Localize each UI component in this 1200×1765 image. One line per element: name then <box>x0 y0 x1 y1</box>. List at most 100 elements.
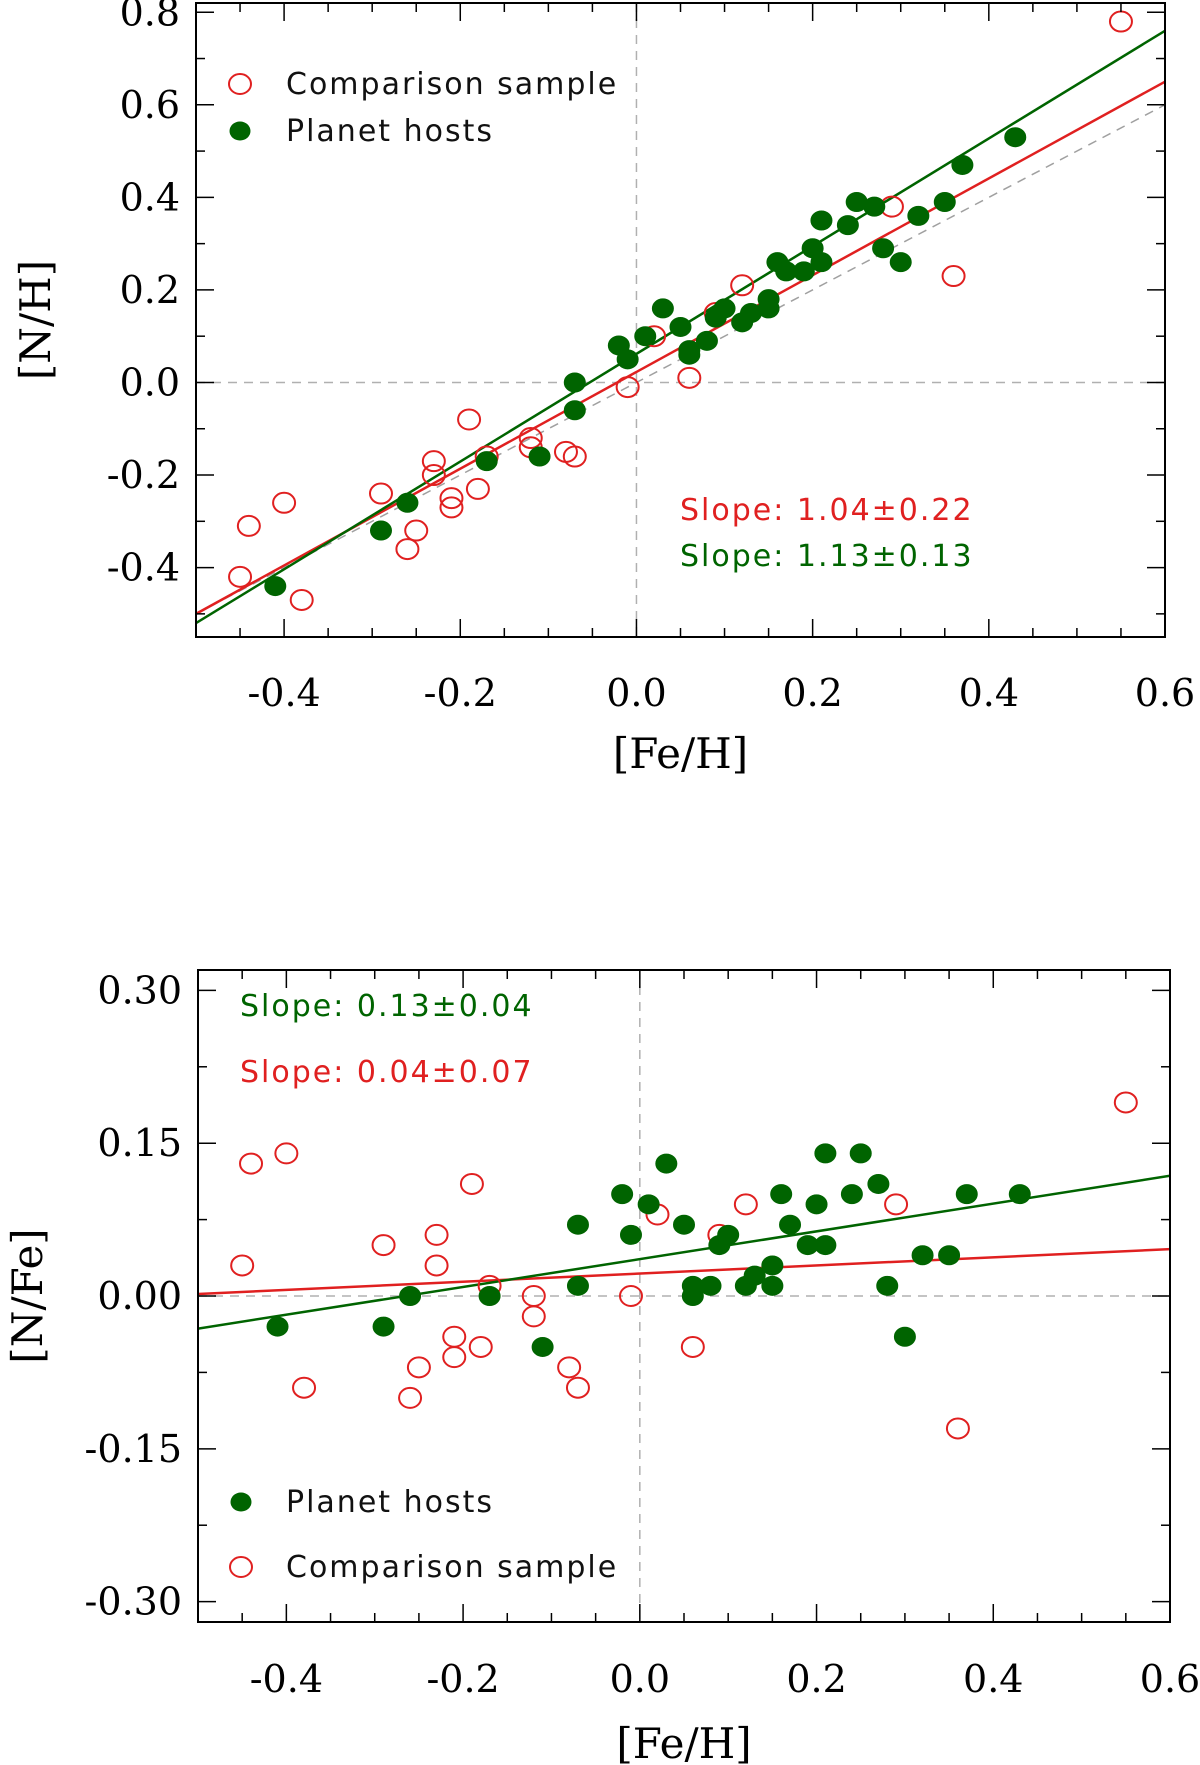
data-point-planet-hosts <box>779 1214 802 1235</box>
data-point-comparison-sample <box>680 1335 705 1358</box>
data-point-comparison-sample <box>615 376 640 399</box>
data-point-planet-hosts <box>655 1153 678 1174</box>
x-tick-label: 0.4 <box>963 1657 1023 1701</box>
data-point-planet-hosts <box>893 1326 916 1347</box>
legend-marker-comparison-sample <box>229 1556 253 1578</box>
data-point-planet-hosts <box>743 1265 766 1286</box>
data-point-planet-hosts <box>566 1214 589 1235</box>
data-point-comparison-sample <box>884 1193 909 1216</box>
x-tick-label: 0.4 <box>959 671 1019 715</box>
data-point-comparison-sample <box>406 1356 431 1379</box>
series-comparison-sample <box>230 1091 1138 1440</box>
data-point-planet-hosts <box>563 372 586 393</box>
x-tick-label: 0.0 <box>610 1657 670 1701</box>
x-tick-label: 0.2 <box>786 1657 846 1701</box>
y-tick-label: 0.30 <box>97 968 182 1012</box>
data-point-planet-hosts <box>475 451 498 472</box>
data-point-planet-hosts <box>849 1143 872 1164</box>
data-point-planet-hosts <box>528 446 551 467</box>
data-point-planet-hosts <box>938 1245 961 1266</box>
x-tick-label: 0.2 <box>782 671 842 715</box>
data-point-comparison-sample <box>439 496 464 519</box>
data-point-planet-hosts <box>836 215 859 236</box>
data-point-planet-hosts <box>531 1336 554 1357</box>
data-point-comparison-sample <box>239 1152 264 1175</box>
data-point-planet-hosts <box>907 205 930 226</box>
data-point-planet-hosts <box>369 520 392 541</box>
y-axis-title: [N/H] <box>11 260 60 380</box>
data-point-planet-hosts <box>770 1184 793 1205</box>
legend-marker-planet-hosts <box>230 1492 252 1512</box>
plot-area <box>196 10 1165 625</box>
data-point-comparison-sample <box>941 265 966 288</box>
data-point-planet-hosts <box>611 1184 634 1205</box>
legend-label-planet-hosts: Planet hosts <box>286 114 494 149</box>
y-tick-label: -0.30 <box>85 1580 182 1624</box>
data-point-planet-hosts <box>713 298 736 319</box>
data-point-planet-hosts <box>266 1316 289 1337</box>
data-point-comparison-sample <box>230 1254 255 1277</box>
data-point-comparison-sample <box>459 1172 484 1195</box>
data-point-planet-hosts <box>616 349 639 370</box>
legend-label-comparison-sample: Comparison sample <box>286 1550 618 1585</box>
data-point-comparison-sample <box>398 1386 423 1409</box>
data-point-planet-hosts <box>814 1235 837 1256</box>
data-point-comparison-sample <box>521 1305 546 1328</box>
data-point-planet-hosts <box>761 1275 784 1296</box>
x-tick-label: 0.6 <box>1135 671 1195 715</box>
data-point-planet-hosts <box>757 289 780 310</box>
data-point-planet-hosts <box>792 261 815 282</box>
data-point-comparison-sample <box>557 1356 582 1379</box>
data-point-planet-hosts <box>814 1143 837 1164</box>
plot-area <box>198 1091 1170 1440</box>
x-tick-label: -0.4 <box>250 1657 323 1701</box>
data-point-planet-hosts <box>951 154 974 175</box>
panel-nfe-vs-feh: -0.4 -0.2 0.0 0.2 0.4 0.6 -0.30 -0.15 0.00 0.15 0.… <box>3 968 1200 1765</box>
panel-nh-vs-feh: -0.4 -0.2 0.0 0.2 0.4 0.6 -0.4 -0.2 0.0 0.2 0.4 0.6… <box>11 0 1195 778</box>
x-axis-title: [Fe/H] <box>616 1719 751 1765</box>
fit-line-comparison-sample <box>198 1247 1170 1296</box>
x-tick-label: -0.2 <box>424 671 497 715</box>
data-point-planet-hosts <box>669 316 692 337</box>
data-point-planet-hosts <box>673 1214 695 1235</box>
data-point-comparison-sample <box>421 450 446 473</box>
data-point-comparison-sample <box>465 477 490 500</box>
data-point-comparison-sample <box>945 1417 970 1440</box>
data-point-planet-hosts <box>619 1224 642 1245</box>
y-tick-label: 0.6 <box>120 83 180 127</box>
y-tick-label: 0.4 <box>120 175 180 219</box>
y-tick-label: -0.2 <box>107 453 180 497</box>
y-tick-label: -0.15 <box>85 1427 182 1471</box>
data-point-comparison-sample <box>518 427 543 450</box>
data-point-comparison-sample <box>1113 1091 1138 1114</box>
fit-line-planet-hosts <box>198 1174 1170 1330</box>
data-point-planet-hosts <box>810 210 833 231</box>
data-point-planet-hosts <box>840 1184 863 1205</box>
x-tick-label: -0.4 <box>247 671 320 715</box>
data-point-comparison-sample <box>439 487 464 510</box>
data-point-planet-hosts <box>264 576 287 597</box>
y-axis-title: [N/Fe] <box>3 1228 52 1363</box>
data-point-comparison-sample <box>442 1325 467 1348</box>
data-point-planet-hosts <box>761 1255 784 1276</box>
data-point-comparison-sample <box>730 274 755 297</box>
data-point-comparison-sample <box>565 1376 590 1399</box>
data-point-comparison-sample <box>424 1223 449 1246</box>
data-point-planet-hosts <box>872 238 895 259</box>
data-point-comparison-sample <box>404 519 429 542</box>
data-point-comparison-sample <box>677 366 702 389</box>
data-point-planet-hosts <box>867 1173 890 1194</box>
data-point-comparison-sample <box>395 538 420 561</box>
data-point-planet-hosts <box>699 1275 722 1296</box>
x-tick-label: 0.6 <box>1140 1657 1200 1701</box>
series-planet-hosts <box>266 1143 1031 1357</box>
x-tick-label: -0.2 <box>426 1657 499 1701</box>
y-tick-label: 0.00 <box>97 1274 182 1318</box>
data-point-comparison-sample <box>289 588 314 611</box>
data-point-comparison-sample <box>236 514 261 537</box>
data-point-planet-hosts <box>478 1286 501 1306</box>
slope-annotation: Slope: 0.13±0.04 <box>240 989 534 1024</box>
data-point-comparison-sample <box>292 1376 317 1399</box>
slope-annotation: Slope: 1.13±0.13 <box>680 539 974 574</box>
